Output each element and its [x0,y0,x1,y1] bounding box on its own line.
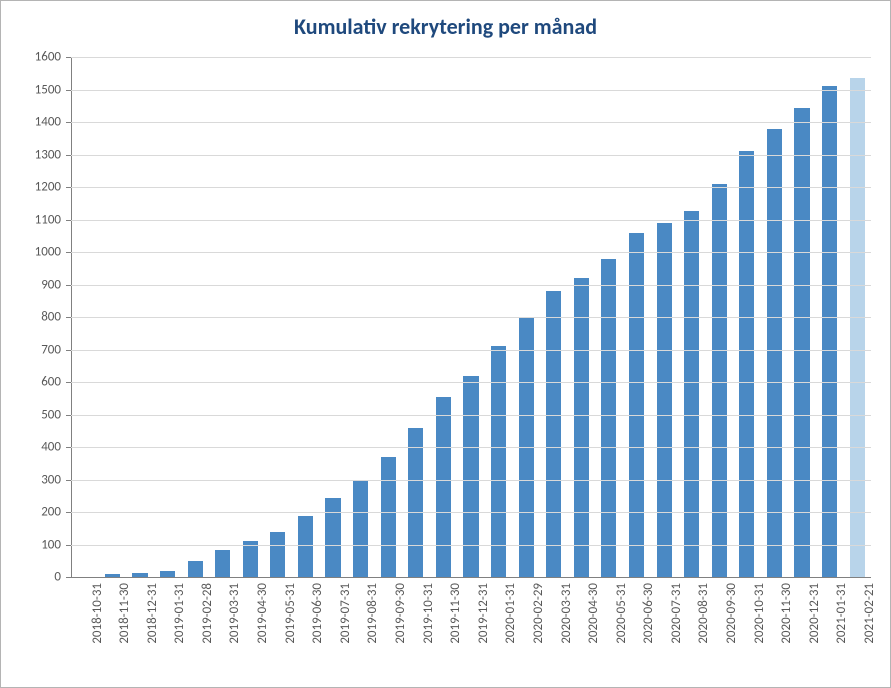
grid-line [71,285,871,286]
x-axis-label: 2019-11-30 [446,583,463,644]
bar [408,428,423,578]
x-axis-label: 2019-12-31 [474,583,491,644]
y-axis-label: 900 [41,277,71,292]
x-axis-label: 2019-01-31 [170,583,187,644]
y-axis-label: 1400 [35,115,71,130]
x-axis-label: 2018-12-31 [143,583,160,644]
bar [436,397,451,577]
plot-area: 2018-10-312018-11-302018-12-312019-01-31… [71,57,871,577]
x-axis-label: 2020-04-30 [584,583,601,644]
bar [822,86,837,577]
grid-line [71,480,871,481]
x-axis-label: 2020-10-31 [750,583,767,644]
y-axis-label: 1000 [35,245,71,260]
grid-line [71,252,871,253]
y-axis-label: 1600 [35,50,71,65]
bar [657,223,672,577]
bar [353,481,368,577]
bar [850,78,865,577]
grid-line [71,122,871,123]
x-axis-label: 2020-11-30 [777,583,794,644]
bar [546,291,561,577]
x-axis-label: 2020-06-30 [639,583,656,644]
grid-line [71,447,871,448]
bar [684,211,699,577]
bar [601,259,616,578]
bar [381,457,396,577]
y-axis-label: 700 [41,342,71,357]
x-axis-label: 2019-10-31 [419,583,436,644]
x-axis-label: 2019-03-31 [225,583,242,644]
bar [325,498,340,577]
x-axis-label: 2020-08-31 [694,583,711,644]
y-axis-label: 600 [41,375,71,390]
bar [215,550,230,577]
x-axis-label: 2020-07-31 [667,583,684,644]
grid-line [71,57,871,58]
y-axis-label: 800 [41,310,71,325]
grid-line [71,415,871,416]
bar [574,278,589,577]
x-axis-label: 2019-09-30 [391,583,408,644]
x-axis-label: 2021-01-31 [832,583,849,644]
grid-line [71,382,871,383]
x-axis-label: 2020-02-29 [529,583,546,644]
x-axis-label: 2019-08-31 [363,583,380,644]
x-axis-label: 2020-09-30 [722,583,739,644]
bar [739,151,754,577]
bar [491,346,506,577]
bar [243,541,258,577]
x-axis-label: 2020-05-31 [612,583,629,644]
x-axis-label: 2019-05-31 [281,583,298,644]
chart-container: Kumulativ rekrytering per månad 2018-10-… [0,0,891,688]
y-axis-label: 100 [41,537,71,552]
chart-title: Kumulativ rekrytering per månad [1,13,890,40]
x-axis-label: 2019-07-31 [336,583,353,644]
x-axis-label: 2019-04-30 [253,583,270,644]
x-axis-label: 2018-10-31 [88,583,105,644]
y-axis-label: 1100 [35,212,71,227]
grid-line [71,155,871,156]
bar [298,516,313,577]
bar [794,108,809,577]
y-axis-label: 1300 [35,147,71,162]
grid-line [71,317,871,318]
x-axis-label: 2020-03-31 [557,583,574,644]
y-axis-label: 200 [41,505,71,520]
y-axis-label: 0 [54,570,71,585]
bar [712,184,727,577]
x-axis-label: 2019-02-28 [198,583,215,644]
x-axis-label: 2018-11-30 [115,583,132,644]
grid-line [71,577,871,578]
grid-line [71,90,871,91]
bar [767,129,782,578]
y-axis-label: 1200 [35,180,71,195]
bar [270,532,285,578]
y-axis-label: 400 [41,440,71,455]
grid-line [71,187,871,188]
bar [463,376,478,578]
y-axis-label: 500 [41,407,71,422]
x-axis-label: 2021-02-21 [860,583,877,644]
x-axis-label: 2020-01-31 [501,583,518,644]
grid-line [71,220,871,221]
bar [188,561,203,577]
grid-line [71,512,871,513]
grid-line [71,350,871,351]
x-axis-label: 2019-06-30 [308,583,325,644]
y-axis-label: 300 [41,472,71,487]
grid-line [71,545,871,546]
y-axis-label: 1500 [35,82,71,97]
x-axis-label: 2020-12-31 [805,583,822,644]
